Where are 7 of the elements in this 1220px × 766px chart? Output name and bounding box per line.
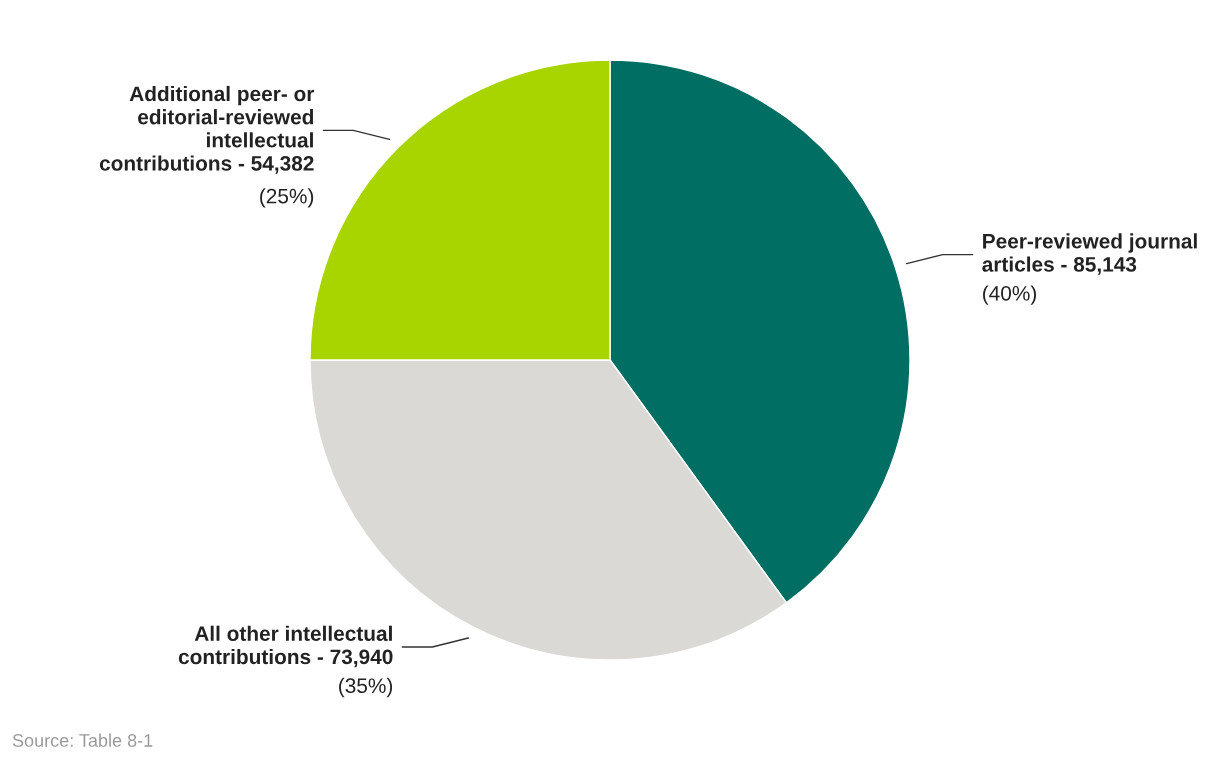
data-label: (25%): [260, 188, 314, 208]
slice-label: Peer-reviewed journal articles - 85,143: [982, 233, 1197, 275]
slice-label: All other intellectual contributions - 73,940: [178, 625, 393, 668]
source-note: Source: Table 8-1: [12, 733, 153, 747]
slice-label: Additional peer- or editorial-reviewed intellectual contributions - 54,382: [99, 85, 315, 174]
data-label: (35%): [339, 677, 393, 698]
data-label: (40%): [983, 285, 1037, 305]
